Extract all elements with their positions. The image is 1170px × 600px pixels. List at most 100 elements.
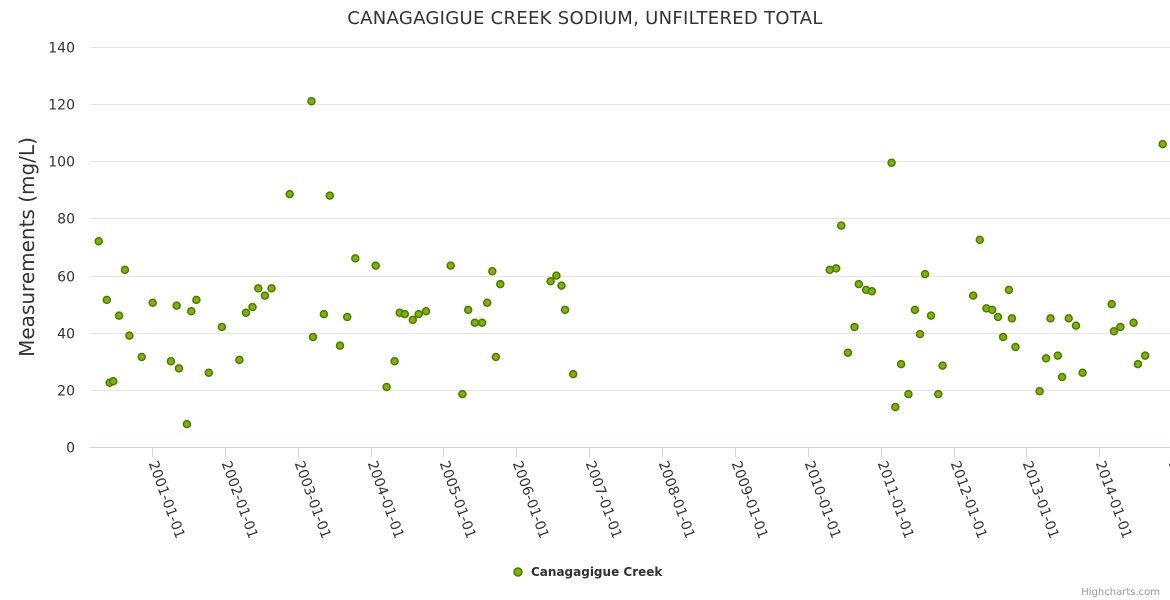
- data-point[interactable]: [896, 359, 906, 369]
- data-point[interactable]: [408, 315, 418, 325]
- data-point[interactable]: [1109, 327, 1119, 336]
- data-point[interactable]: [260, 291, 270, 300]
- data-point[interactable]: [187, 307, 196, 316]
- data-point[interactable]: [125, 331, 134, 340]
- data-point[interactable]: [837, 221, 846, 230]
- data-point[interactable]: [1158, 139, 1167, 149]
- data-point[interactable]: [482, 298, 492, 307]
- data-point[interactable]: [1057, 372, 1067, 382]
- data-point[interactable]: [120, 265, 130, 275]
- data-point[interactable]: [254, 284, 263, 293]
- data-point[interactable]: [968, 291, 978, 300]
- data-point[interactable]: [993, 312, 1003, 322]
- data-point[interactable]: [235, 355, 244, 365]
- data-point[interactable]: [1053, 351, 1063, 360]
- y-tick-label: 120: [48, 98, 75, 114]
- data-point[interactable]: [325, 191, 335, 200]
- data-point[interactable]: [204, 368, 214, 377]
- data-point[interactable]: [1035, 387, 1044, 396]
- series-canagagigue-creek[interactable]: [94, 97, 1167, 429]
- data-point[interactable]: [1004, 285, 1014, 295]
- data-point[interactable]: [854, 279, 864, 289]
- data-point[interactable]: [308, 332, 318, 342]
- data-point[interactable]: [831, 264, 841, 273]
- data-point[interactable]: [342, 312, 352, 322]
- data-point[interactable]: [446, 261, 455, 270]
- data-point[interactable]: [1064, 314, 1073, 323]
- data-point[interactable]: [850, 322, 859, 332]
- data-point[interactable]: [552, 271, 561, 280]
- data-point[interactable]: [421, 307, 431, 316]
- data-point[interactable]: [267, 284, 276, 293]
- data-point[interactable]: [463, 305, 473, 315]
- data-point[interactable]: [546, 277, 555, 286]
- data-point[interactable]: [400, 309, 410, 319]
- data-point[interactable]: [114, 311, 124, 320]
- data-point[interactable]: [910, 305, 920, 315]
- data-point[interactable]: [904, 389, 913, 399]
- data-point[interactable]: [148, 298, 157, 307]
- data-point[interactable]: [217, 322, 227, 332]
- data-point[interactable]: [319, 309, 329, 319]
- data-point[interactable]: [1071, 321, 1081, 330]
- data-point[interactable]: [102, 295, 112, 305]
- credits-link[interactable]: Highcharts.com: [1081, 587, 1160, 598]
- data-point[interactable]: [934, 389, 943, 399]
- data-point[interactable]: [975, 235, 985, 245]
- y-tick-label: 80: [57, 212, 75, 228]
- data-point[interactable]: [182, 419, 192, 429]
- data-point[interactable]: [174, 364, 184, 373]
- data-point[interactable]: [192, 295, 201, 305]
- data-point[interactable]: [887, 158, 896, 167]
- x-tick-label: 2001-01-01: [145, 459, 188, 541]
- data-point[interactable]: [1116, 322, 1125, 332]
- data-point[interactable]: [137, 352, 146, 362]
- data-point[interactable]: [891, 402, 900, 412]
- data-point[interactable]: [382, 382, 391, 392]
- data-point[interactable]: [390, 357, 399, 366]
- data-point[interactable]: [843, 348, 853, 357]
- data-point[interactable]: [926, 311, 936, 320]
- data-point[interactable]: [867, 287, 877, 296]
- data-point[interactable]: [557, 281, 566, 290]
- data-point[interactable]: [938, 361, 947, 370]
- data-point[interactable]: [285, 189, 294, 199]
- data-point[interactable]: [998, 332, 1008, 342]
- data-point[interactable]: [1046, 314, 1055, 323]
- data-point[interactable]: [1041, 354, 1051, 363]
- x-tick-label: 2002-01-01: [218, 459, 261, 541]
- data-point[interactable]: [1133, 359, 1143, 369]
- data-point[interactable]: [335, 341, 345, 350]
- data-point[interactable]: [488, 267, 497, 276]
- data-point[interactable]: [491, 352, 501, 362]
- data-point[interactable]: [1129, 318, 1138, 327]
- data-point[interactable]: [915, 329, 925, 339]
- data-point[interactable]: [496, 279, 505, 289]
- data-point[interactable]: [458, 389, 467, 399]
- data-point[interactable]: [1107, 299, 1116, 309]
- data-point[interactable]: [248, 302, 257, 312]
- data-point[interactable]: [1007, 314, 1017, 323]
- data-point[interactable]: [371, 261, 380, 270]
- data-point[interactable]: [109, 377, 118, 386]
- data-point[interactable]: [987, 305, 997, 315]
- data-point[interactable]: [307, 97, 316, 106]
- data-point[interactable]: [1140, 351, 1150, 360]
- data-point[interactable]: [560, 305, 570, 315]
- data-point[interactable]: [568, 369, 578, 379]
- data-point[interactable]: [1011, 342, 1020, 352]
- data-point[interactable]: [477, 318, 487, 327]
- data-point[interactable]: [94, 237, 103, 246]
- data-point[interactable]: [920, 269, 930, 279]
- data-point[interactable]: [241, 308, 251, 317]
- legend-marker[interactable]: [513, 567, 523, 577]
- legend[interactable]: Canagagigue Creek: [513, 565, 663, 579]
- data-point[interactable]: [470, 318, 480, 327]
- data-point[interactable]: [351, 254, 360, 263]
- data-point[interactable]: [1078, 368, 1087, 377]
- data-point[interactable]: [166, 357, 176, 366]
- data-point[interactable]: [172, 301, 181, 310]
- legend-label[interactable]: Canagagigue Creek: [531, 565, 663, 579]
- x-tick-label: 2009-01-01: [728, 459, 771, 541]
- data-point[interactable]: [414, 309, 423, 319]
